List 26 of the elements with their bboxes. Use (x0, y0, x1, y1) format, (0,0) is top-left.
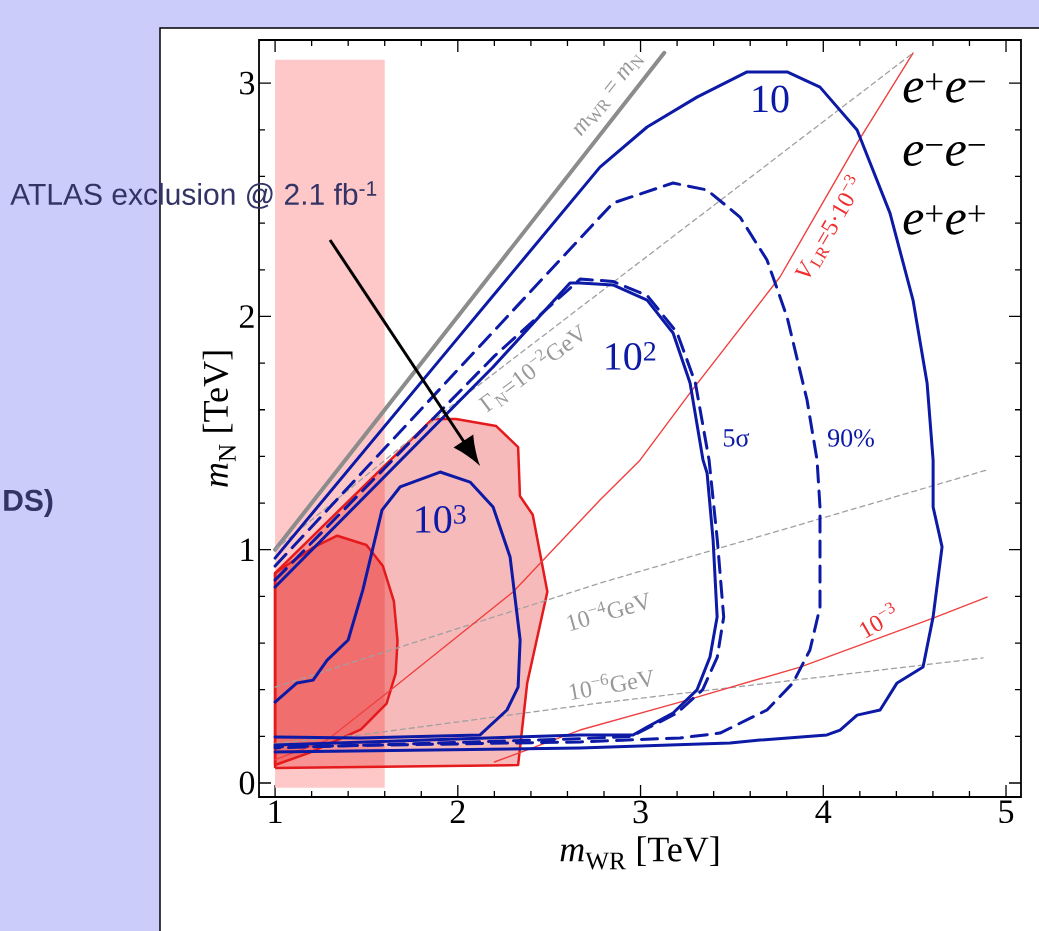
annotation: 10 (753, 85, 789, 113)
annotation: e$^{−}$e$^{−}$ (903, 141, 985, 167)
y-tick-label: 1 (241, 538, 254, 561)
x-axis-title: m$_{WR}$ [TeV] (560, 836, 719, 870)
x-tick-label: 5 (999, 800, 1014, 824)
y-tick-label: 0 (239, 771, 255, 795)
annotation: 10$^{−3}$ (859, 602, 895, 639)
y-axis-title: m$_{N}$ [TeV] (202, 351, 236, 487)
annotation: 10$^{3}$ (416, 505, 466, 533)
y-tick-label: 3 (240, 71, 255, 95)
annotation: 10$^{−6}$GeV (569, 669, 654, 700)
line-series (274, 657, 984, 744)
text: DS) (4, 489, 53, 517)
annotation: 5σ (724, 429, 750, 447)
annotation: e$^{+}$e$^{+}$ (903, 205, 985, 235)
annotation: 10$^{−4}$GeV (566, 592, 649, 631)
annotation: e$^{+}$e$^{−}$ (903, 73, 985, 103)
x-tick-label: 3 (633, 800, 648, 824)
annotation: Γ$_{N}$=10$^{−2}$GeV (478, 323, 583, 413)
x-tick-label: 2 (450, 800, 465, 824)
y-tick-label: 2 (239, 305, 254, 328)
x-tick-label: 1 (269, 800, 282, 823)
annotation: 10$^{2}$ (606, 342, 656, 370)
annotation: 90% (828, 429, 874, 447)
x-tick-label: 4 (815, 800, 832, 823)
annotation: m$_{WR}$ = m$_{N}$ (573, 53, 645, 137)
